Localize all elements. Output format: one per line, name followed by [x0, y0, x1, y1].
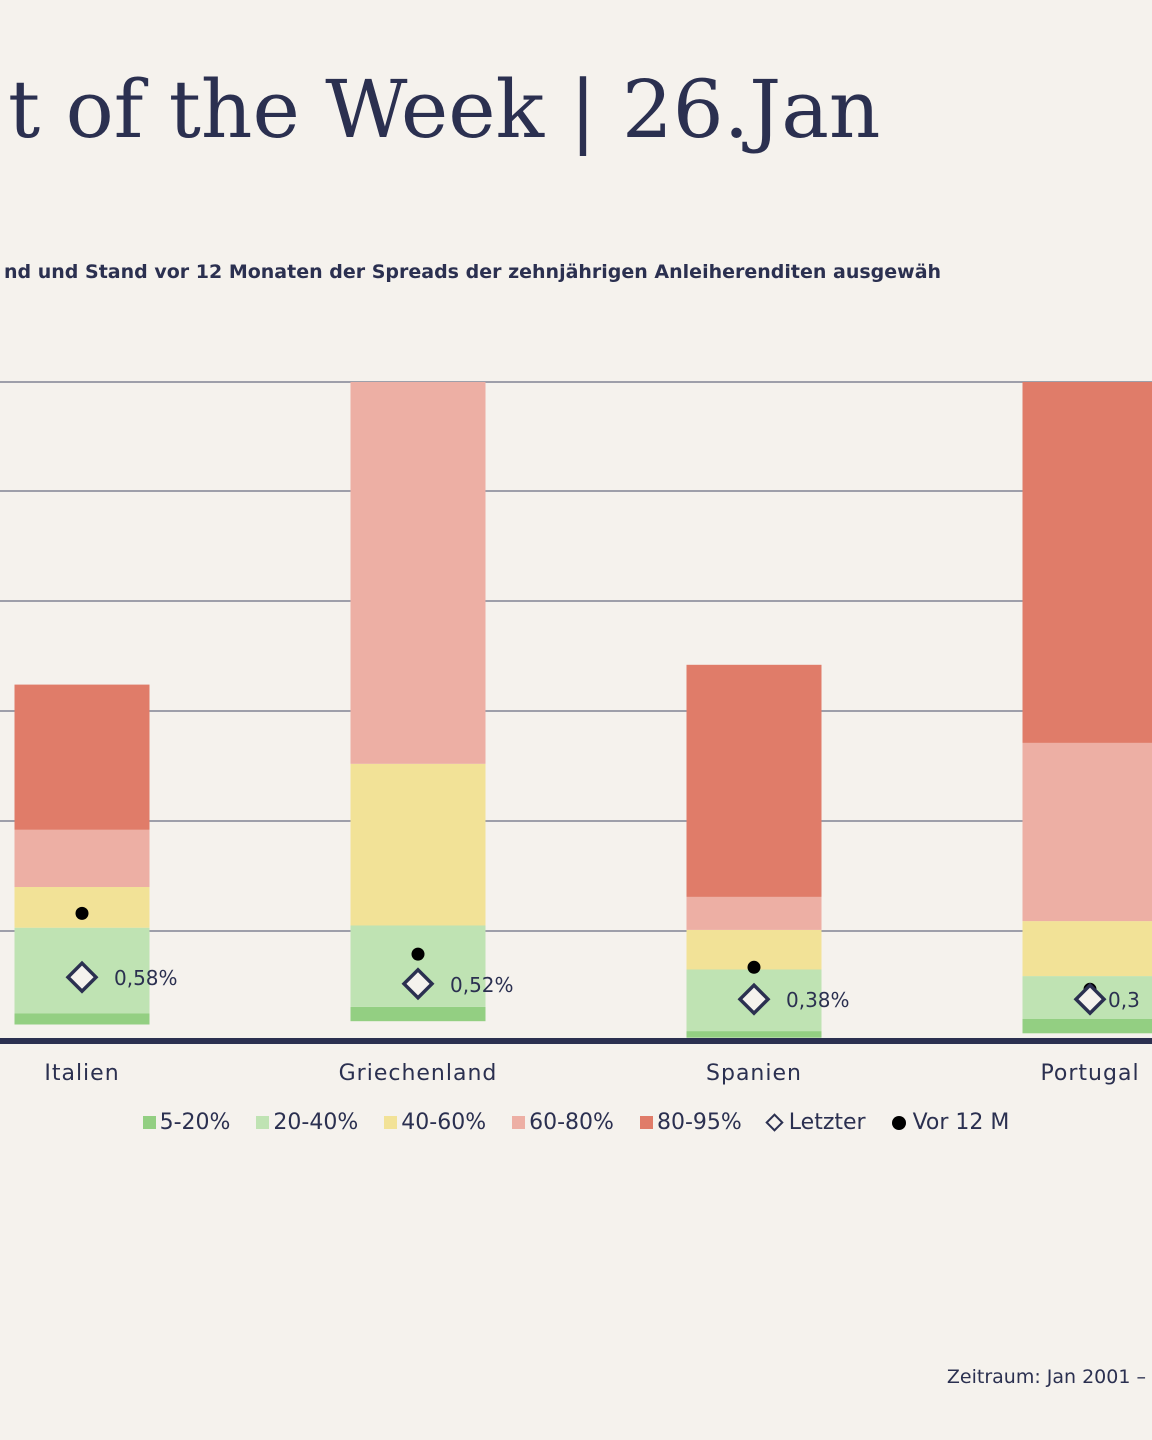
chart-title: t of the Week | 26.Jan	[8, 63, 881, 156]
bar-segment-60-80	[686, 896, 822, 930]
latest-diamond	[737, 982, 771, 1016]
latest-value-label: 0,52%	[450, 973, 514, 997]
legend-item-latest: Letzter	[765, 1110, 866, 1135]
bar-segment-5-20	[1022, 1019, 1152, 1034]
latest-diamond	[65, 960, 99, 994]
bar-segment-80-95	[14, 684, 150, 830]
footer-period: Zeitraum: Jan 2001 –	[946, 1366, 1146, 1388]
bar-segment-5-20	[686, 1031, 822, 1038]
legend-item-year-ago: Vor 12 M	[891, 1110, 1010, 1135]
latest-diamond	[401, 967, 435, 1001]
legend-swatch	[512, 1116, 526, 1129]
bar-segment-60-80	[14, 829, 150, 887]
latest-value-label: 0,3	[1108, 988, 1140, 1012]
legend-swatch	[142, 1116, 156, 1129]
chart-subtitle: nd und Stand vor 12 Monaten der Spreads …	[4, 261, 942, 283]
legend-label: 40-60%	[401, 1110, 487, 1135]
bar-segment-80-95	[686, 664, 822, 897]
legend-swatch	[639, 1116, 653, 1129]
category-label: Griechenland	[339, 1061, 498, 1086]
legend-swatch	[384, 1116, 398, 1129]
legend-item-20-40: 20-40%	[256, 1110, 358, 1135]
legend: 5-20% 20-40% 40-60% 60-80% 80-95% Letzte…	[0, 1110, 1152, 1135]
year-ago-dot	[411, 947, 425, 961]
legend-item-40-60: 40-60%	[384, 1110, 486, 1135]
legend-item-60-80: 60-80%	[512, 1110, 614, 1135]
bar-segment-80-95	[1022, 382, 1152, 743]
latest-value-label: 0,58%	[114, 966, 178, 990]
bar-segment-60-80	[350, 382, 486, 764]
legend-label: Vor 12 M	[912, 1110, 1010, 1135]
bar-segment-60-80	[1022, 742, 1152, 922]
bar-segment-40-60	[350, 763, 486, 926]
bar-segment-5-20	[14, 1013, 150, 1025]
legend-item-5-20: 5-20%	[142, 1110, 231, 1135]
legend-label: 5-20%	[159, 1110, 231, 1135]
year-ago-dot	[747, 960, 761, 974]
category-label: Spanien	[706, 1061, 802, 1086]
bar-segment-40-60	[1022, 921, 1152, 977]
year-ago-dot	[75, 906, 89, 920]
latest-value-label: 0,38%	[786, 988, 850, 1012]
legend-label: Letzter	[788, 1110, 866, 1135]
legend-swatch	[256, 1116, 270, 1129]
diamond-icon	[765, 1113, 784, 1132]
category-label: Portugal	[1040, 1061, 1139, 1086]
latest-diamond	[1073, 982, 1107, 1016]
chart-plot: 0,58% Italien 0,52% Griechenland 0,38% Spanie…	[0, 381, 1152, 1086]
bar-segment-5-20	[350, 1006, 486, 1022]
legend-label: 80-95%	[656, 1110, 742, 1135]
legend-item-80-95: 80-95%	[639, 1110, 742, 1135]
legend-label: 60-80%	[529, 1110, 614, 1135]
legend-label: 20-40%	[273, 1110, 359, 1135]
dot-icon	[891, 1115, 906, 1130]
category-label: Italien	[44, 1061, 119, 1086]
